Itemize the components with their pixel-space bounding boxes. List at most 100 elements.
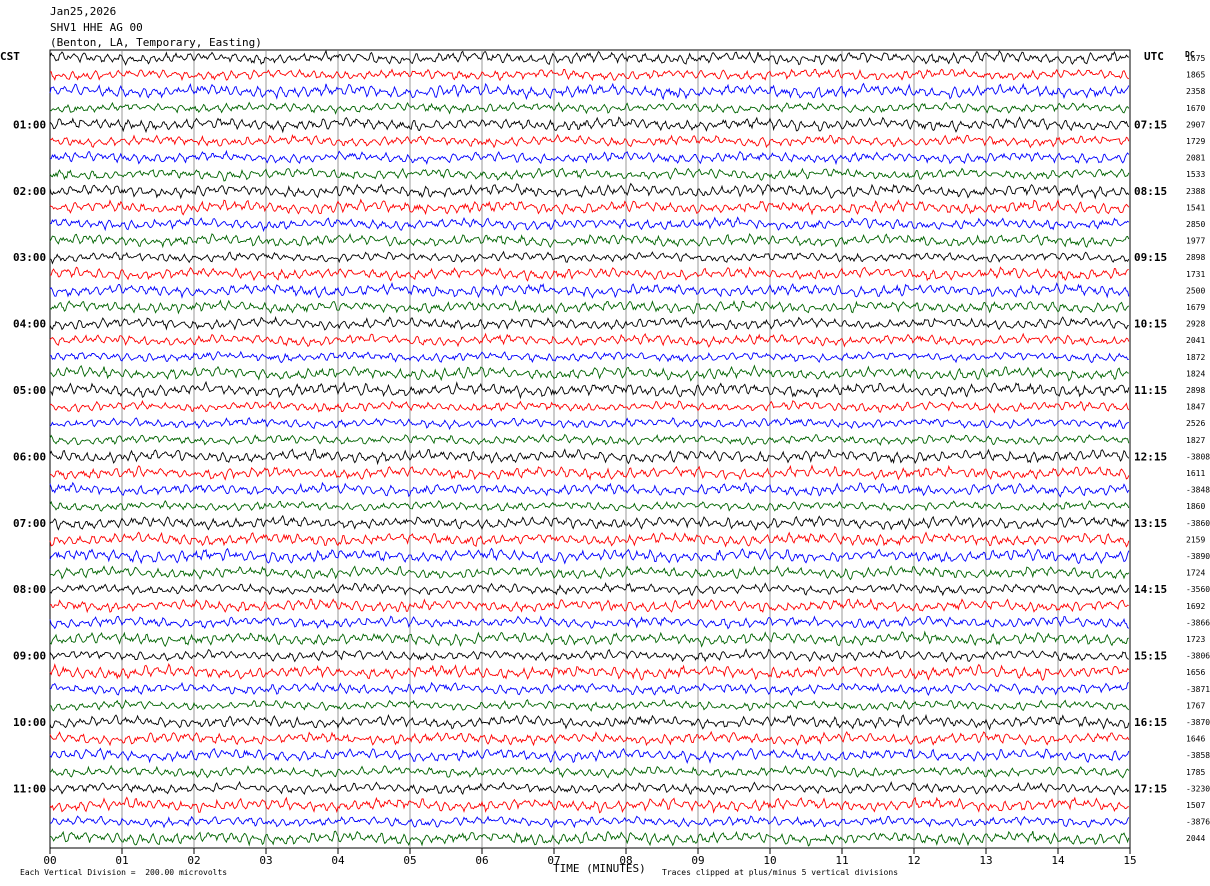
trace-black (49, 648, 1130, 663)
trace-black (49, 713, 1130, 731)
x-tick-label: 11 (835, 854, 848, 867)
trace-blue (49, 82, 1130, 101)
trace-black (50, 380, 1130, 400)
dc-offset-label: 1860 (1186, 502, 1205, 511)
scale-note: Each Vertical Division = 200.00 microvol… (20, 868, 228, 877)
cst-hour-label: 09:00 (13, 650, 46, 663)
trace-red (49, 796, 1129, 814)
trace-red (49, 68, 1130, 82)
cst-hour-label: 08:00 (13, 583, 46, 596)
trace-blue (49, 216, 1130, 233)
clip-note: Traces clipped at plus/minus 5 vertical … (662, 868, 899, 877)
trace-blue (49, 681, 1129, 697)
cst-hour-label: 07:00 (13, 517, 46, 530)
dc-offset-label: -38485 (1186, 486, 1210, 495)
dc-offset-label: -38766 (1186, 818, 1210, 827)
dc-offset-label: -35603 (1186, 585, 1210, 594)
trace-blue (49, 547, 1130, 565)
trace-green (49, 630, 1129, 648)
x-tick-label: 13 (979, 854, 992, 867)
dc-offset-label: 1767 (1186, 701, 1205, 710)
trace-green (49, 565, 1130, 581)
x-tick-label: 06 (475, 854, 488, 867)
trace-green (49, 699, 1130, 712)
x-tick-label: 09 (691, 854, 704, 867)
trace-blue (49, 416, 1129, 431)
trace-red (49, 133, 1130, 149)
trace-green (49, 500, 1130, 512)
cst-hour-label: 06:00 (13, 450, 46, 463)
dc-offset-label: 1611 (1186, 469, 1205, 478)
utc-hour-label: 11:15 (1134, 384, 1167, 397)
x-tick-label: 05 (403, 854, 416, 867)
x-tick-label: 12 (907, 854, 920, 867)
cst-hour-label: 04:00 (13, 318, 46, 331)
cst-hour-label: 03:00 (13, 251, 46, 264)
dc-offset-label: -38609 (1186, 519, 1210, 528)
trace-blue (49, 815, 1130, 829)
trace-red (49, 198, 1130, 216)
x-tick-label: 04 (331, 854, 345, 867)
trace-red (49, 464, 1130, 481)
trace-blue (49, 149, 1130, 166)
dc-offset-label: 1729 (1186, 137, 1205, 146)
trace-red (49, 332, 1130, 348)
dc-offset-label: -38905 (1186, 552, 1210, 561)
dc-offset-label: -38065 (1186, 652, 1210, 661)
trace-blue (49, 282, 1130, 299)
utc-hour-label: 07:15 (1134, 118, 1167, 131)
x-tick-label: 03 (259, 854, 272, 867)
traces (49, 49, 1130, 847)
dc-offset-label: 1541 (1186, 203, 1205, 212)
trace-black (49, 780, 1130, 796)
trace-black (49, 116, 1130, 134)
utc-hour-label: 15:15 (1134, 650, 1167, 663)
dc-offset-label: 1646 (1186, 735, 1205, 744)
x-axis-title: TIME (MINUTES) (553, 862, 646, 875)
dc-offset-label: 2041 (1186, 336, 1205, 345)
utc-hour-label: 10:15 (1134, 318, 1167, 331)
trace-green (49, 364, 1129, 382)
dc-offset-label: 2898 (1186, 253, 1205, 262)
cst-hour-label: 02:00 (13, 185, 46, 198)
trace-green (49, 167, 1130, 182)
trace-black (49, 315, 1129, 331)
dc-offset-label: 1507 (1186, 801, 1205, 810)
grid-lines (49, 49, 1131, 854)
utc-hour-label: 14:15 (1134, 583, 1167, 596)
dc-offset-label: 2044 (1186, 834, 1205, 843)
dc-offset-label: 1656 (1186, 668, 1205, 677)
dc-offset-label: 1731 (1186, 270, 1205, 279)
dc-offset-label: 2358 (1186, 87, 1205, 96)
trace-blue (49, 481, 1130, 498)
x-tick-label: 08 (619, 854, 632, 867)
cst-hour-label: 05:00 (13, 384, 46, 397)
dc-offset-label: -38664 (1186, 618, 1210, 627)
trace-black (49, 581, 1130, 597)
dc-offset-label: 1679 (1186, 303, 1205, 312)
dc-offset-label: 2850 (1186, 220, 1205, 229)
trace-red (49, 730, 1130, 747)
dc-offset-label: 2928 (1186, 320, 1205, 329)
x-tick-label: 15 (1123, 854, 1136, 867)
cst-hour-label: 10:00 (13, 716, 46, 729)
cst-axis-title: CST (0, 50, 20, 63)
trace-green (49, 101, 1130, 115)
x-tick-label: 01 (115, 854, 128, 867)
dc-offset-label: 1872 (1186, 353, 1205, 362)
trace-green (49, 764, 1130, 779)
utc-hour-label: 09:15 (1134, 251, 1167, 264)
cst-hour-label: 11:00 (13, 782, 46, 795)
x-tick-label: 02 (187, 854, 200, 867)
dc-offset-label: 2388 (1186, 187, 1205, 196)
utc-hour-label: 13:15 (1134, 517, 1167, 530)
trace-red (49, 663, 1130, 681)
trace-black (49, 250, 1130, 265)
dc-offset-label: 1723 (1186, 635, 1205, 644)
trace-black (49, 182, 1130, 200)
dc-offset-label: 2907 (1186, 120, 1205, 129)
dc-offset-label: 1670 (1186, 104, 1205, 113)
trace-blue (49, 747, 1130, 764)
trace-blue (49, 615, 1130, 630)
